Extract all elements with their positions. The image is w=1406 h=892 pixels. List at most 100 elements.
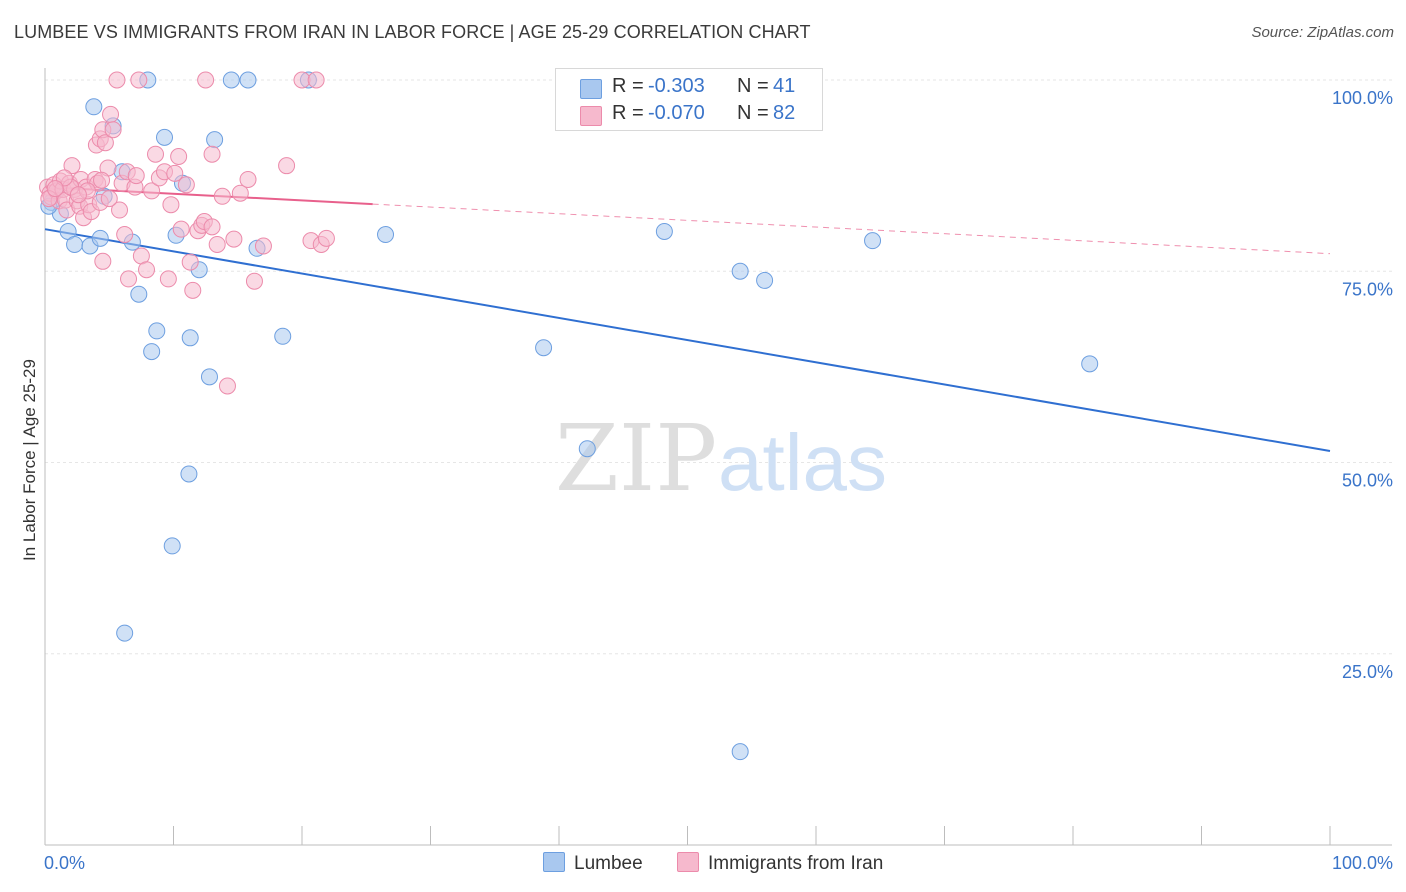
x-tick-label-max: 100.0% [1332, 853, 1393, 873]
data-point [181, 329, 199, 347]
stats-swatch-lumbee [580, 79, 602, 99]
n-value: 41 [773, 75, 796, 97]
data-point [170, 148, 188, 165]
r-value: -0.070 [648, 102, 705, 124]
legend-item-iran[interactable]: Immigrants from Iran [677, 852, 883, 875]
data-point [231, 184, 249, 202]
legend-item-lumbee[interactable]: Lumbee [543, 852, 643, 875]
data-point [208, 235, 226, 253]
data-point [1081, 355, 1099, 373]
data-point [130, 71, 148, 89]
data-point [162, 196, 180, 214]
trend-line-lumbee [44, 228, 1331, 453]
axis-labels: 25.0% 50.0% 75.0% 100.0% 0.0% 100.0% In Labor … [20, 88, 1393, 873]
data-point [138, 261, 156, 279]
data-point [163, 537, 181, 555]
data-point [108, 71, 126, 89]
data-point [66, 235, 84, 253]
data-point [46, 180, 64, 198]
watermark-atlas: atlas [718, 418, 887, 507]
stats-swatch-iran [580, 106, 602, 126]
data-point [159, 270, 177, 288]
data-point [130, 285, 148, 303]
data-point [206, 131, 224, 149]
data-point [93, 171, 111, 189]
n-label: N = [737, 75, 769, 97]
data-point [184, 281, 202, 299]
data-point [213, 187, 231, 205]
legend-swatch-iran [677, 852, 699, 872]
data-point [104, 121, 122, 139]
data-point [172, 220, 190, 238]
y-tick-label: 100.0% [1332, 88, 1393, 108]
data-point [143, 343, 161, 361]
trend-line-iran-extrapolated [372, 203, 1331, 255]
data-point [254, 237, 272, 255]
data-point [63, 157, 81, 175]
data-point [731, 262, 749, 280]
source-credit: Source: ZipAtlas.com [1251, 24, 1394, 41]
data-point [245, 272, 263, 290]
data-point [177, 176, 195, 194]
data-point [203, 218, 221, 236]
data-point [200, 368, 218, 386]
watermark: ZIP atlas [555, 405, 887, 512]
y-tick-label: 75.0% [1342, 279, 1393, 299]
data-point [111, 201, 129, 219]
y-tick-label: 50.0% [1342, 471, 1393, 491]
data-point [203, 145, 221, 163]
legend-label-lumbee: Lumbee [574, 853, 643, 874]
data-point [731, 743, 749, 761]
data-point [116, 226, 134, 244]
data-point [156, 128, 174, 146]
data-point [116, 624, 134, 642]
data-point [578, 440, 596, 458]
data-point [94, 252, 112, 270]
data-point [225, 230, 243, 248]
data-point [239, 71, 257, 89]
grid-lines [45, 79, 1392, 655]
data-point [69, 186, 87, 204]
data-point [274, 327, 292, 345]
series-iran-points [39, 71, 335, 395]
data-point [222, 71, 240, 89]
data-point [239, 170, 257, 188]
data-point [756, 271, 774, 289]
axes [44, 68, 1392, 846]
data-point [166, 164, 184, 182]
n-value: 82 [773, 102, 796, 124]
data-point [85, 98, 103, 116]
data-point [307, 71, 325, 89]
data-point [127, 167, 145, 185]
data-point [102, 105, 120, 123]
y-axis-label: In Labor Force | Age 25-29 [20, 359, 39, 561]
data-point [655, 222, 673, 240]
data-point [180, 465, 198, 483]
data-point [377, 226, 395, 244]
data-point [197, 71, 215, 89]
r-label: R = [612, 75, 644, 97]
data-point [100, 190, 118, 208]
data-points [39, 71, 1099, 761]
data-point [218, 377, 236, 395]
data-point [864, 232, 882, 250]
data-point [96, 134, 114, 152]
legend-label-iran: Immigrants from Iran [708, 853, 884, 874]
data-point [91, 229, 109, 247]
data-point [293, 71, 311, 89]
data-point [535, 339, 553, 357]
data-point [278, 157, 296, 175]
legend-swatch-lumbee [543, 852, 565, 872]
y-tick-label: 25.0% [1342, 662, 1393, 682]
data-point [317, 229, 335, 247]
n-label: N = [737, 102, 769, 124]
data-point [148, 322, 166, 340]
r-value: -0.303 [648, 75, 705, 97]
chart-title: LUMBEE VS IMMIGRANTS FROM IRAN IN LABOR … [14, 22, 811, 42]
x-tick-label-min: 0.0% [44, 853, 85, 873]
data-point [181, 253, 199, 271]
watermark-zip: ZIP [555, 405, 717, 512]
data-point [120, 270, 138, 288]
data-point [143, 182, 161, 200]
